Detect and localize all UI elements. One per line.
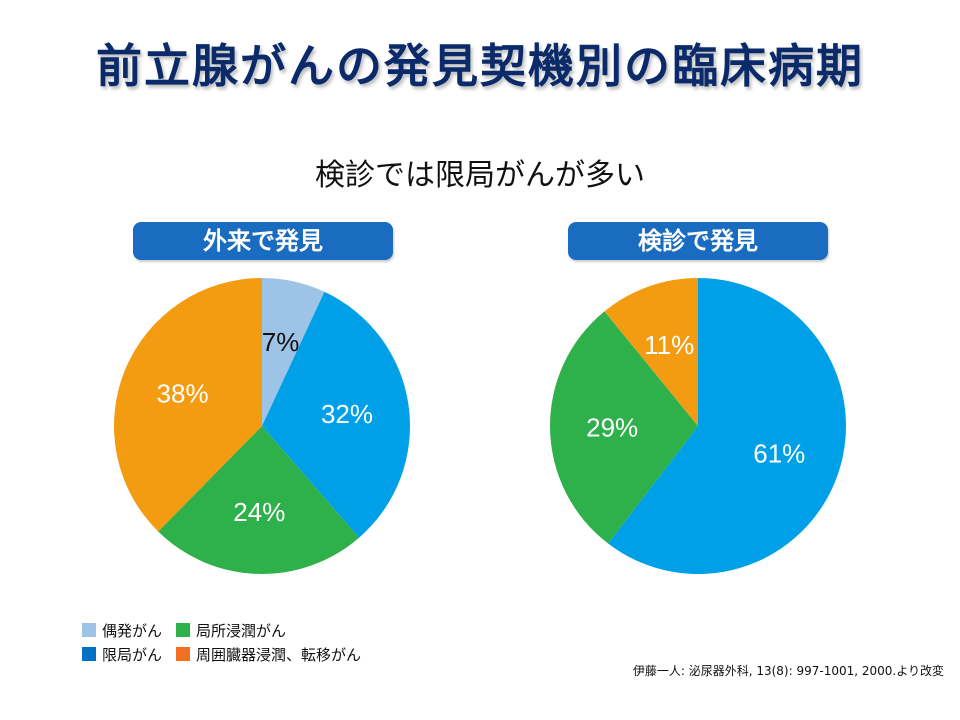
pie-slice bbox=[262, 291, 410, 538]
legend-swatch bbox=[176, 623, 191, 637]
legend-item-metastatic: 周囲臓器浸潤、転移がん bbox=[176, 644, 361, 665]
legend-swatch bbox=[176, 647, 191, 661]
pie-slice bbox=[158, 426, 360, 574]
pie-slice-label: 38% bbox=[157, 378, 209, 408]
legend-label: 局所浸潤がん bbox=[196, 621, 287, 640]
pie-slice bbox=[262, 278, 325, 426]
pie-slice-label: 29% bbox=[586, 412, 638, 442]
legend-label: 限局がん bbox=[102, 645, 163, 664]
pie-slice bbox=[113, 278, 262, 532]
page-subtitle: 検診では限局がんが多い bbox=[315, 158, 645, 193]
legend: 偶発がん 局所浸潤がん 限局がん 周囲臓器浸潤、転移がん bbox=[82, 618, 375, 666]
legend-label: 周囲臓器浸潤、転移がん bbox=[196, 645, 362, 664]
legend-swatch bbox=[82, 623, 96, 637]
pie-slice-label: 7% bbox=[262, 327, 300, 357]
pie-slice bbox=[550, 311, 698, 544]
pie-slice-label: 61% bbox=[753, 439, 805, 469]
legend-item-incidental: 偶発がん bbox=[82, 620, 162, 641]
pie-slice bbox=[608, 278, 846, 574]
chart-right-title: 検診で発見 bbox=[568, 222, 828, 260]
chart-left-title: 外来で発見 bbox=[133, 222, 393, 260]
page-title: 前立腺がんの発見契機別の臨床病期 bbox=[96, 39, 864, 93]
legend-swatch bbox=[82, 647, 96, 661]
legend-item-localized: 限局がん bbox=[82, 644, 162, 665]
source-citation: 伊藤一人: 泌尿器外科, 13(8): 997-1001, 2000.より改変 bbox=[632, 664, 944, 678]
legend-item-local-invasive: 局所浸潤がん bbox=[176, 620, 286, 641]
pie-slice-label: 24% bbox=[233, 497, 285, 527]
pie-chart-screening: 61% 29% 11% bbox=[550, 278, 846, 574]
pie-slice bbox=[604, 278, 698, 426]
pie-slice-label: 32% bbox=[321, 399, 373, 429]
legend-label: 偶発がん bbox=[102, 621, 163, 640]
pie-slice-label: 11% bbox=[644, 330, 694, 360]
pie-chart-outpatient: 7% 32% 24% 38% bbox=[113, 278, 410, 574]
